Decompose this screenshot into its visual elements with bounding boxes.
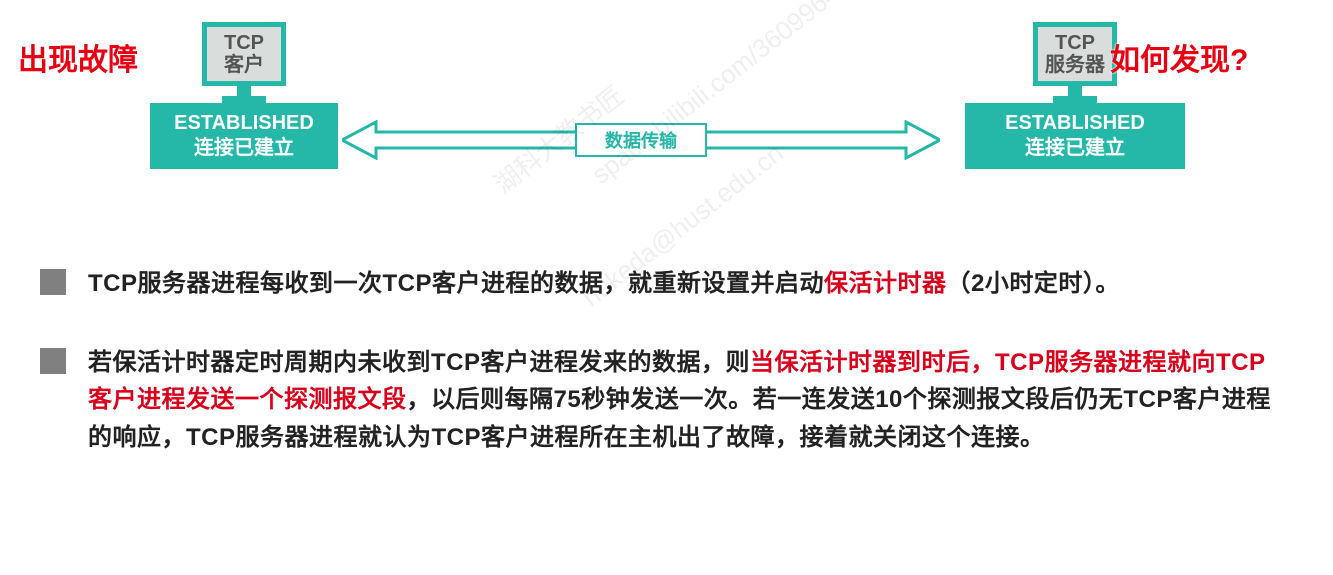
client-base — [222, 96, 266, 103]
diagram-area: 出现故障 TCP 客户 ESTABLISHED 连接已建立 数据传输 TCP 服… — [0, 0, 1333, 250]
bullet-text: TCP服务器进程每收到一次TCP客户进程的数据，就重新设置并启动保活计时器（2小… — [88, 265, 1120, 302]
client-screen-line2: 客户 — [224, 54, 264, 76]
bullet-seg: 若保活计时器定时周期内未收到TCP客户进程发来的数据，则 — [88, 349, 750, 376]
client-stand — [237, 86, 251, 96]
bullet-seg: （2小时定时）。 — [947, 270, 1120, 297]
client-fault-label: 出现故障 — [18, 35, 138, 79]
server-state-line1: ESTABLISHED — [985, 111, 1165, 136]
arrow-label: 数据传输 — [575, 123, 707, 157]
bullet-marker-icon — [40, 348, 66, 374]
server-screen-line1: TCP — [1055, 32, 1095, 54]
server-state-box: ESTABLISHED 连接已建立 — [965, 103, 1185, 169]
server-state-line2: 连接已建立 — [985, 136, 1165, 161]
bullet-item: 若保活计时器定时周期内未收到TCP客户进程发来的数据，则当保活计时器到时后，TC… — [40, 344, 1273, 456]
data-transfer-arrow: 数据传输 — [342, 120, 940, 160]
bullet-marker-icon — [40, 269, 66, 295]
client-state-line2: 连接已建立 — [170, 136, 318, 161]
bullet-text: 若保活计时器定时周期内未收到TCP客户进程发来的数据，则当保活计时器到时后，TC… — [88, 344, 1273, 456]
client-state-line1: ESTABLISHED — [170, 111, 318, 136]
client-computer-icon: TCP 客户 — [202, 22, 286, 103]
server-screen-line2: 服务器 — [1045, 54, 1105, 76]
bullet-highlight: 保活计时器 — [824, 270, 947, 297]
bullet-item: TCP服务器进程每收到一次TCP客户进程的数据，就重新设置并启动保活计时器（2小… — [40, 265, 1273, 302]
bullet-seg: TCP服务器进程每收到一次TCP客户进程的数据，就重新设置并启动 — [88, 270, 824, 297]
client-node: TCP 客户 ESTABLISHED 连接已建立 — [150, 22, 338, 169]
bullet-list: TCP服务器进程每收到一次TCP客户进程的数据，就重新设置并启动保活计时器（2小… — [40, 265, 1273, 498]
server-screen: TCP 服务器 — [1033, 22, 1117, 86]
server-question-label: 如何发现? — [1110, 35, 1248, 79]
server-computer-icon: TCP 服务器 — [1033, 22, 1117, 103]
client-screen-line1: TCP — [224, 32, 264, 54]
server-stand — [1068, 86, 1082, 96]
server-base — [1053, 96, 1097, 103]
client-state-box: ESTABLISHED 连接已建立 — [150, 103, 338, 169]
client-screen: TCP 客户 — [202, 22, 286, 86]
